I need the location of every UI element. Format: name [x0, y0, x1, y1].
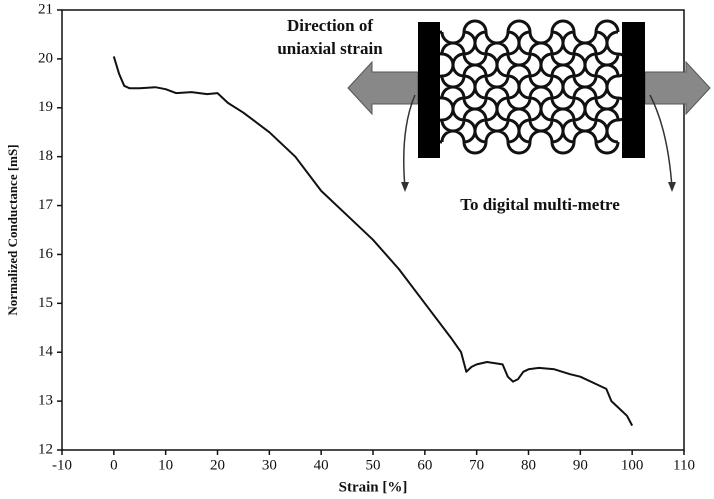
left-arrow — [347, 60, 419, 116]
y-tick-label: 16 — [38, 246, 54, 262]
y-tick-label: 14 — [38, 344, 54, 360]
y-tick-label: 21 — [38, 1, 53, 17]
x-tick-label: 90 — [573, 457, 588, 473]
x-tick-label: 0 — [110, 457, 118, 473]
x-tick-label: 20 — [210, 457, 225, 473]
x-tick-label: 60 — [417, 457, 432, 473]
y-tick-label: 18 — [38, 148, 53, 164]
wire — [403, 94, 416, 189]
x-tick-label: 10 — [158, 457, 173, 473]
wire-arrow — [401, 182, 409, 192]
x-tick-label: 50 — [366, 457, 381, 473]
x-tick-label: 70 — [469, 457, 484, 473]
y-tick-label: 17 — [38, 197, 54, 213]
y-tick-label: 15 — [38, 295, 53, 311]
x-axis-label: Strain [%] — [339, 479, 408, 495]
wire — [649, 94, 673, 189]
y-tick-label: 19 — [38, 99, 53, 115]
x-tick-label: 30 — [262, 457, 277, 473]
y-tick-label: 12 — [38, 441, 53, 457]
right-arrow — [644, 60, 711, 116]
serpentine-mesh — [429, 19, 631, 155]
left-electrode — [418, 22, 440, 158]
y-tick-label: 13 — [38, 393, 53, 409]
y-tick-label: 20 — [38, 50, 53, 66]
x-tick-label: 110 — [673, 457, 695, 473]
data-line — [112, 56, 634, 427]
x-tick-label: 80 — [521, 457, 536, 473]
mesh-path — [429, 19, 631, 155]
strain-diagram: Direction of uniaxial strain To digital … — [277, 16, 711, 214]
annotation: uniaxial strain — [277, 39, 383, 58]
x-tick-label: -10 — [52, 457, 72, 473]
annotation: To digital multi-metre — [460, 195, 620, 214]
right-electrode — [622, 22, 645, 158]
x-tick-label: 100 — [621, 457, 644, 473]
wire-arrow — [668, 182, 676, 192]
x-tick-label: 40 — [314, 457, 329, 473]
y-axis-label: Normalized Conductance [mS] — [5, 144, 20, 315]
annotation: Direction of — [287, 16, 373, 35]
